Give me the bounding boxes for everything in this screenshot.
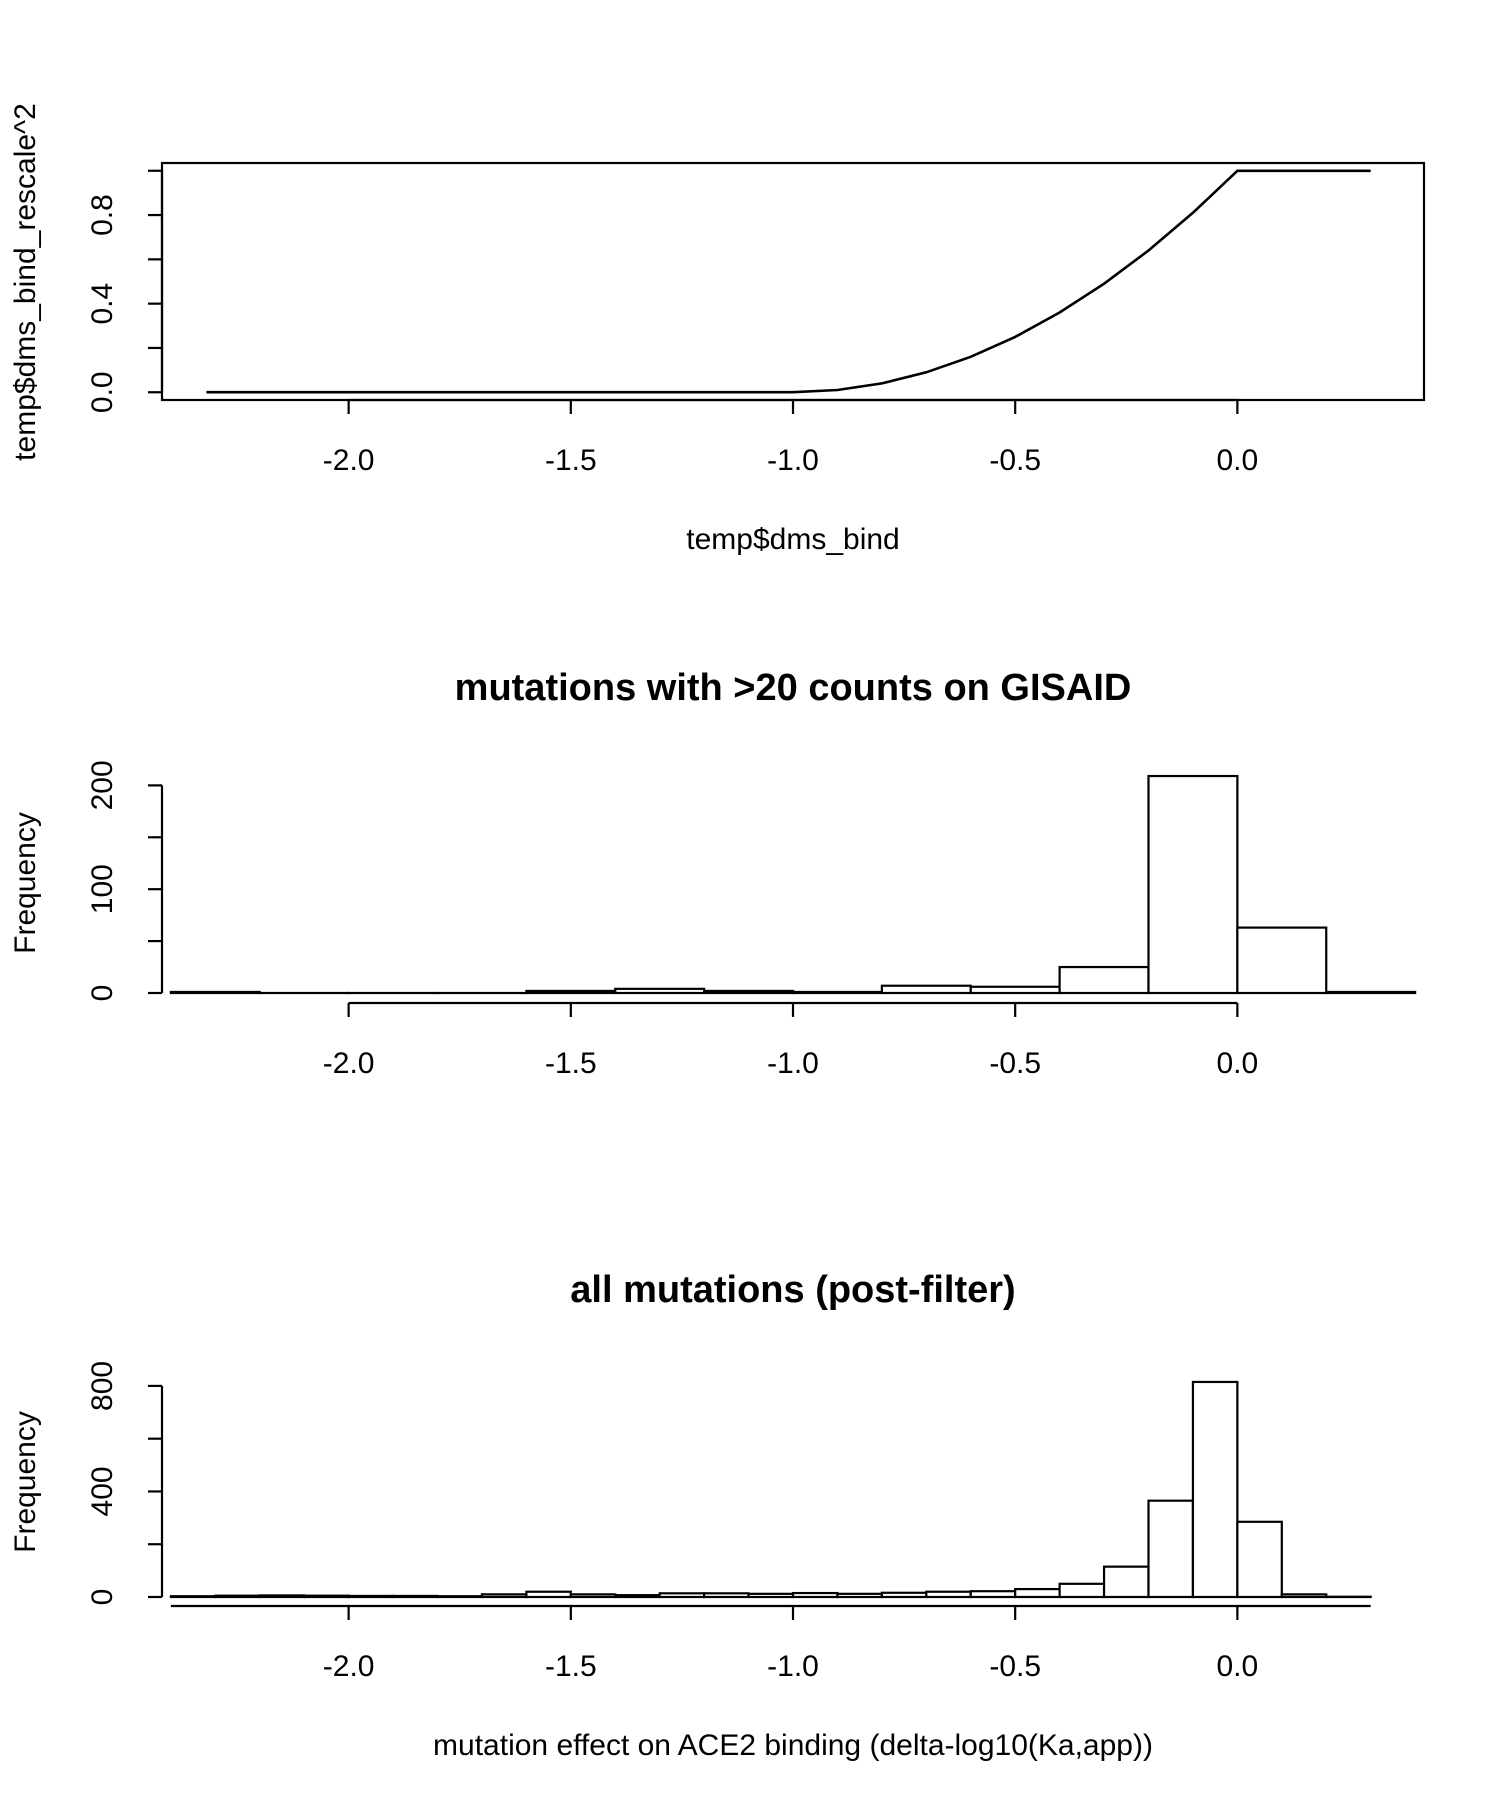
histogram-bar xyxy=(703,1592,750,1599)
histogram-bar xyxy=(303,1594,350,1599)
histogram-bar xyxy=(1325,990,1417,995)
histogram-bar xyxy=(1147,774,1239,995)
x-axis: -2.0 -1.5 -1.0 -0.5 0.0 xyxy=(170,1604,1371,1683)
histogram-bar xyxy=(258,1594,306,1599)
series-line xyxy=(206,169,1371,394)
x-axis: -2.0 -1.5 -1.0 -0.5 0.0 xyxy=(323,1001,1259,1080)
plot-title: mutations with >20 counts on GISAID xyxy=(455,667,1132,709)
y-axis-label: temp$dms_bind_rescale^2 xyxy=(9,103,42,461)
x-tick-label: -1.0 xyxy=(767,1047,819,1080)
histogram-bar xyxy=(614,987,706,995)
x-tick-label: -1.0 xyxy=(767,1650,819,1683)
histogram-bar xyxy=(391,1594,439,1599)
histogram-bar xyxy=(1102,1565,1150,1599)
histogram-bar xyxy=(791,1591,839,1599)
all-mutations-histogram-panel: all mutations (post-filter) -2.0 -1.5 -1.0… xyxy=(9,1269,1372,1762)
gisaid-histogram-panel: mutations with >20 counts on GISAID -2.0… xyxy=(9,667,1417,1080)
histogram-bar xyxy=(169,1595,217,1599)
histogram-bar xyxy=(480,1593,528,1599)
histogram-bar xyxy=(880,984,972,995)
x-tick-label: -2.0 xyxy=(323,1047,375,1080)
histogram-bar xyxy=(703,989,795,995)
x-tick-label: -0.5 xyxy=(989,444,1041,477)
y-tick-label: 400 xyxy=(86,1466,119,1516)
y-axis-label: Frequency xyxy=(9,812,42,954)
x-tick-label: -1.5 xyxy=(545,1047,597,1080)
y-axis-label: Frequency xyxy=(9,1411,42,1553)
histogram-bar xyxy=(347,1594,395,1599)
histogram-bar xyxy=(969,1590,1017,1599)
x-axis: -2.0 -1.5 -1.0 -0.5 0.0 xyxy=(323,398,1259,477)
histogram-bar xyxy=(214,1594,261,1599)
histogram-bar xyxy=(1058,965,1150,995)
x-tick-label: -1.0 xyxy=(767,444,819,477)
histogram-bar xyxy=(925,1590,972,1599)
histogram-bar xyxy=(969,985,1061,995)
histogram-bar xyxy=(569,1593,617,1599)
x-tick-label: -0.5 xyxy=(989,1047,1041,1080)
histogram-bar xyxy=(791,990,883,995)
y-tick-label: 0 xyxy=(86,1589,119,1606)
histogram-bar xyxy=(836,1592,883,1599)
plot-frame xyxy=(160,161,1426,402)
x-tick-label: -2.0 xyxy=(323,444,375,477)
plot-area xyxy=(169,774,1417,995)
histogram-bar xyxy=(525,1590,572,1599)
line-plot-panel: -2.0 -1.5 -1.0 -0.5 0.0 0.0 0.4 0.8 temp$dms_b… xyxy=(9,103,1426,556)
x-tick-label: 0.0 xyxy=(1217,1650,1259,1683)
histogram-bar xyxy=(1236,1520,1283,1599)
plot-area xyxy=(206,169,1371,394)
histogram-bar xyxy=(436,1595,484,1599)
y-tick-label: 0.8 xyxy=(86,194,119,236)
histogram-bar xyxy=(525,989,617,995)
y-tick-label: 0.4 xyxy=(86,283,119,325)
histogram-bar xyxy=(1147,1499,1195,1599)
x-tick-label: -1.5 xyxy=(545,1650,597,1683)
histogram-bar xyxy=(614,1594,661,1599)
histogram-bar xyxy=(658,1592,706,1599)
y-tick-label: 100 xyxy=(86,864,119,914)
histogram-bar xyxy=(1014,1587,1061,1599)
y-axis: 0.0 0.4 0.8 xyxy=(86,169,164,413)
histogram-bar xyxy=(880,1591,928,1599)
histogram-bar xyxy=(1191,1380,1239,1599)
x-tick-label: 0.0 xyxy=(1217,444,1259,477)
plot-area xyxy=(169,1380,1372,1599)
histogram-bar xyxy=(169,990,261,995)
y-axis: 0 100 200 xyxy=(86,760,164,1002)
histogram-bar xyxy=(1058,1582,1106,1599)
histogram-bar xyxy=(1236,926,1328,995)
x-axis-label: mutation effect on ACE2 binding (delta-l… xyxy=(433,1729,1153,1762)
histogram-bar xyxy=(747,1592,795,1599)
x-tick-label: -0.5 xyxy=(989,1650,1041,1683)
y-tick-label: 200 xyxy=(86,760,119,810)
x-tick-label: -2.0 xyxy=(323,1650,375,1683)
x-tick-label: -1.5 xyxy=(545,444,597,477)
histogram-bar xyxy=(1280,1593,1328,1599)
y-tick-label: 0 xyxy=(86,985,119,1002)
y-tick-label: 800 xyxy=(86,1361,119,1411)
x-tick-label: 0.0 xyxy=(1217,1047,1259,1080)
plot-title: all mutations (post-filter) xyxy=(570,1269,1015,1311)
y-tick-label: 0.0 xyxy=(86,371,119,413)
x-axis-label: temp$dms_bind xyxy=(686,523,899,556)
y-axis: 0 400 800 xyxy=(86,1361,164,1606)
